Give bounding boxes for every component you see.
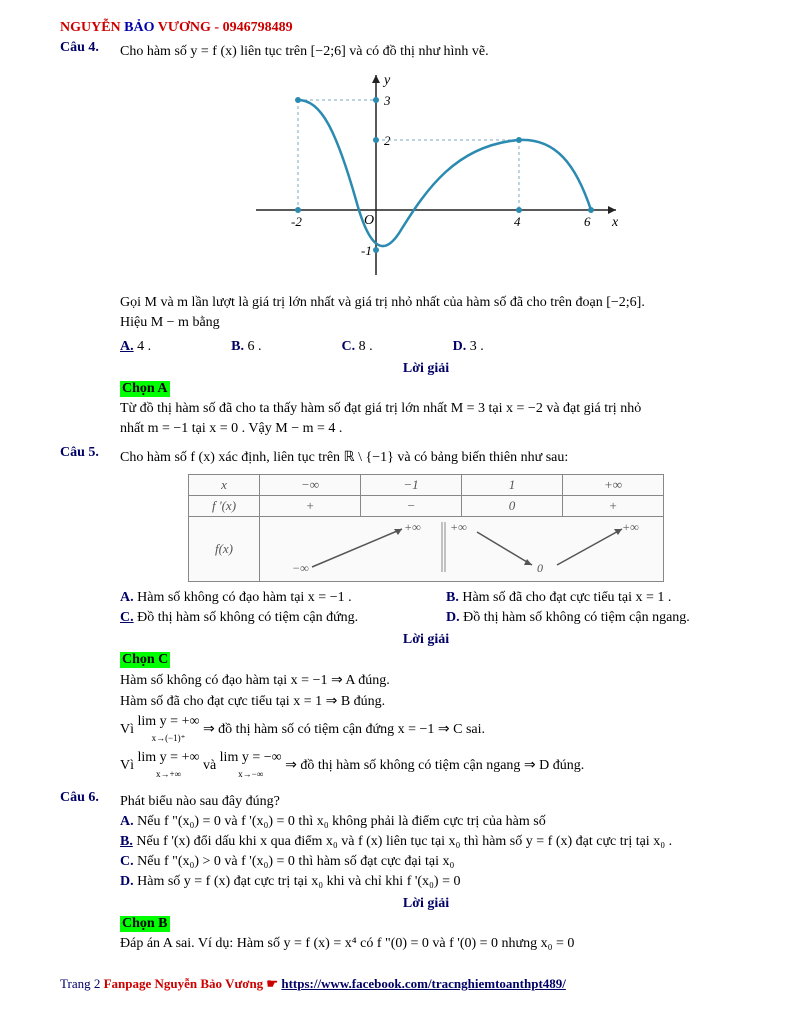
q5-label: Câu 5.: [60, 445, 120, 461]
q4-choices: A. 4 . B. 6 . C. 8 . D. 3 .: [120, 339, 732, 355]
q4-loigiai: Lời giải: [120, 361, 732, 377]
q6-D: Hàm số y = f (x) đạt cực trị tại x₀ khi …: [137, 874, 460, 889]
q5-A-label: A.: [120, 590, 134, 605]
q4-sol1: Từ đồ thị hàm số đã cho ta thấy hàm số đ…: [120, 401, 732, 417]
bbt-fp3: 0: [462, 496, 563, 517]
svg-text:3: 3: [383, 93, 391, 108]
bbt-fp1: +: [260, 496, 361, 517]
q5-sol3: Vì lim y = +∞ x→(−1)⁺ ⇒ đồ thị hàm số có…: [120, 714, 732, 746]
svg-text:−∞: −∞: [292, 561, 309, 575]
q4-A-label: A.: [120, 339, 134, 354]
bbt-c3: 1: [462, 475, 563, 496]
q5-C-label: C.: [120, 610, 134, 625]
footer-link[interactable]: https://www.facebook.com/tracnghiemtoant…: [281, 976, 566, 991]
q6-B: Nếu f '(x) đổi dấu khi x qua điểm x₀ và …: [136, 834, 672, 849]
q6-C-label: C.: [120, 854, 134, 869]
q4-hieu: Hiệu M − m bằng: [120, 315, 732, 331]
bbt-c1: −∞: [260, 475, 361, 496]
q5-sol1: Hàm số không có đạo hàm tại x = −1 ⇒ A đ…: [120, 672, 732, 689]
bbt-fp: f '(x): [189, 496, 260, 517]
question-5: Câu 5. Cho hàm số f (x) xác định, liên t…: [60, 445, 732, 786]
q4-sol2: nhất m = −1 tại x = 0 . Vậy M − m = 4 .: [120, 421, 732, 437]
q4-B-label: B.: [231, 339, 244, 354]
q5-loigiai: Lời giải: [120, 632, 732, 648]
author-first: NGUYỄN: [60, 20, 121, 35]
svg-text:0: 0: [537, 561, 543, 575]
q5-B-label: B.: [446, 590, 459, 605]
q6-label: Câu 6.: [60, 790, 120, 806]
q4-desc: Gọi M và m lần lượt là giá trị lớn nhất …: [120, 295, 732, 311]
q6-intro: Phát biểu nào sau đây đúng?: [120, 794, 732, 810]
q4-graph: y x O -2 4 6 3 2 -1: [120, 70, 732, 285]
bbt-fx-label: f(x): [189, 517, 260, 582]
svg-text:+∞: +∞: [622, 520, 639, 534]
q5-sol4: Vì lim y = +∞ x→+∞ và lim y = −∞ x→−∞ ⇒ …: [120, 750, 732, 782]
q6-sol: Đáp án A sai. Ví dụ: Hàm số y = f (x) = …: [120, 936, 732, 952]
bbt-x: x: [189, 475, 260, 496]
bbt-c2: −1: [361, 475, 462, 496]
q6-B-label: B.: [120, 834, 133, 849]
q5-D: Đồ thị hàm số không có tiệm cận ngang.: [463, 610, 690, 625]
q6-C: Nếu f "(x₀) > 0 và f '(x₀) = 0 thì hàm s…: [137, 854, 454, 869]
q4-pick: Chọn A: [120, 381, 170, 397]
q6-A-label: A.: [120, 814, 134, 829]
q4-D-label: D.: [453, 339, 467, 354]
q4-C-label: C.: [341, 339, 355, 354]
bbt-fp2: −: [361, 496, 462, 517]
author-phone: - 0946798489: [214, 20, 292, 35]
svg-text:-2: -2: [291, 214, 302, 229]
question-6: Câu 6. Phát biểu nào sau đây đúng? A. Nế…: [60, 790, 732, 956]
q4-label: Câu 4.: [60, 40, 120, 56]
q6-D-label: D.: [120, 874, 134, 889]
q4-B: 6 .: [247, 339, 261, 354]
q6-pick: Chọn B: [120, 916, 170, 932]
author-last: VƯƠNG: [158, 20, 211, 35]
svg-text:6: 6: [584, 214, 591, 229]
bbt-c4: +∞: [563, 475, 664, 496]
q5-A: Hàm số không có đạo hàm tại x = −1 .: [137, 590, 351, 605]
q5-D-label: D.: [446, 610, 460, 625]
q5-pick: Chọn C: [120, 652, 170, 668]
bbt-fp4: +: [563, 496, 664, 517]
footer-fanpage: Fanpage Nguyễn Bảo Vương ☛: [104, 976, 282, 991]
q4-C: 8 .: [359, 339, 373, 354]
page-footer: Trang 2 Fanpage Nguyễn Bảo Vương ☛ https…: [60, 976, 732, 992]
footer-page: Trang 2: [60, 976, 100, 991]
svg-text:y: y: [382, 73, 391, 88]
question-4: Câu 4. Cho hàm số y = f (x) liên tục trê…: [60, 40, 732, 441]
svg-text:+∞: +∞: [450, 520, 467, 534]
author-mid: BẢO: [124, 20, 154, 35]
svg-text:4: 4: [514, 214, 521, 229]
page-header: NGUYỄN BẢO VƯƠNG - 0946798489: [60, 20, 732, 36]
q6-A: Nếu f "(x₀) = 0 và f '(x₀) = 0 thì x₀ kh…: [137, 814, 546, 829]
q5-intro: Cho hàm số f (x) xác định, liên tục trên…: [120, 449, 732, 466]
q4-A: 4 .: [137, 339, 151, 354]
svg-text:x: x: [611, 215, 619, 230]
q5-table: x −∞ −1 1 +∞ f '(x) + − 0 + f(x): [120, 474, 732, 582]
q6-loigiai: Lời giải: [120, 896, 732, 912]
q5-C: Đồ thị hàm số không có tiệm cận đứng.: [137, 610, 358, 625]
svg-text:-1: -1: [361, 243, 372, 258]
q5-B: Hàm số đã cho đạt cực tiểu tại x = 1 .: [462, 590, 671, 605]
q4-intro: Cho hàm số y = f (x) liên tục trên [−2;6…: [120, 44, 732, 60]
q4-D: 3 .: [470, 339, 484, 354]
q5-sol2: Hàm số đã cho đạt cực tiểu tại x = 1 ⇒ B…: [120, 693, 732, 710]
svg-text:+∞: +∞: [404, 520, 421, 534]
